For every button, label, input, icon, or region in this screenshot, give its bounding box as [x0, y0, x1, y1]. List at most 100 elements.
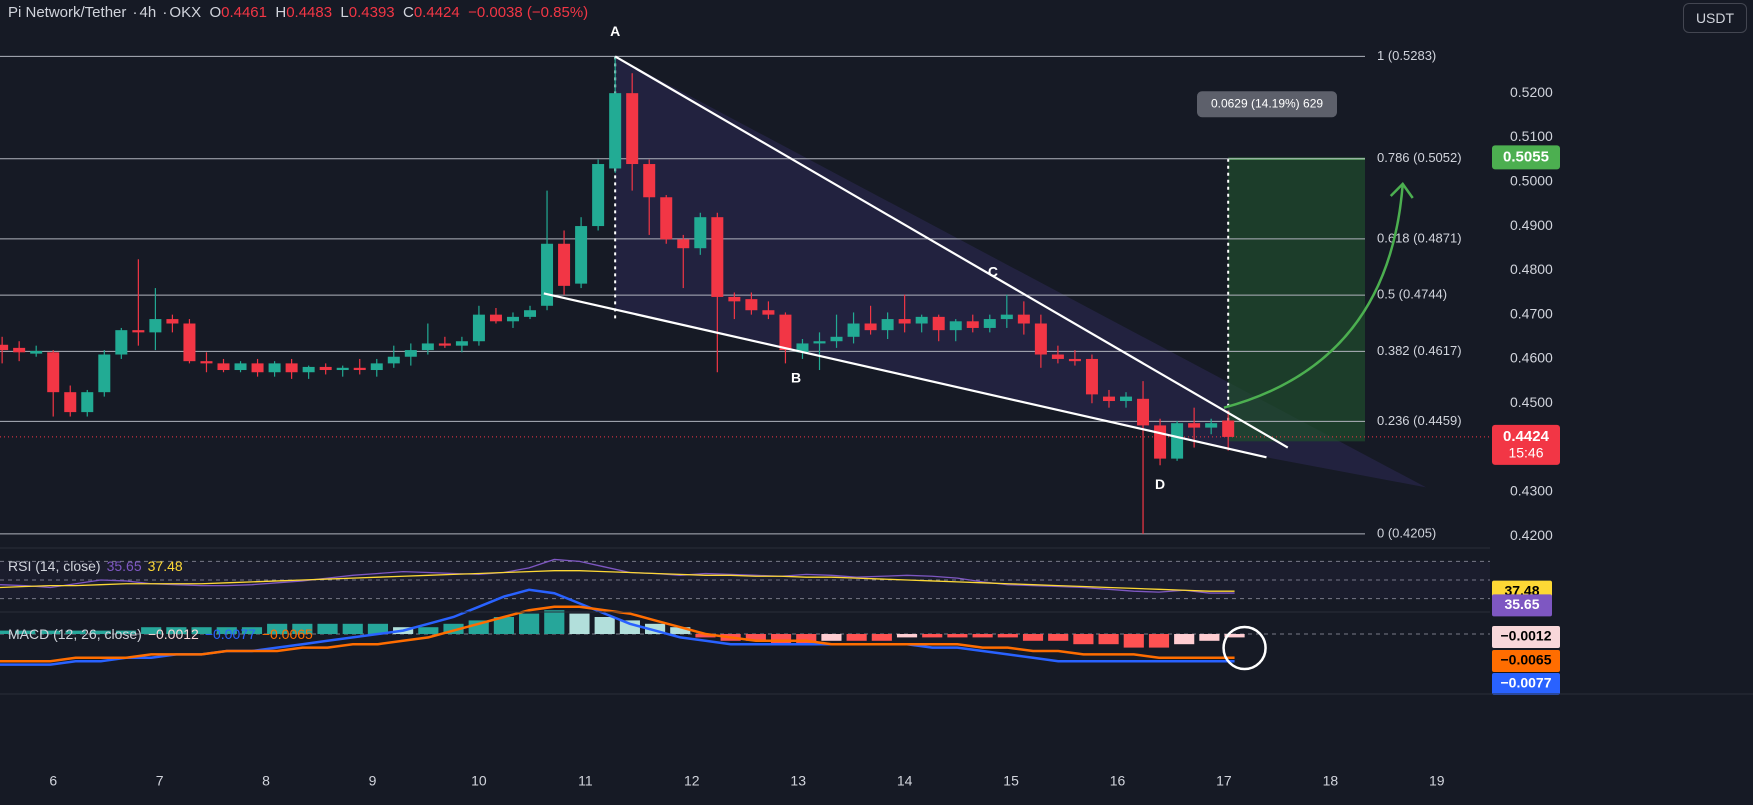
exchange: OKX [169, 4, 202, 21]
fib-label: 0.236 (0.4459) [1377, 413, 1462, 428]
candle-body [966, 321, 979, 328]
macd-histogram-bar [1073, 634, 1094, 645]
macd-histogram-bar [191, 627, 212, 634]
symbol-name[interactable]: Pi Network/Tether [8, 4, 127, 21]
x-tick-label: 6 [49, 773, 57, 789]
price-axis-label [1492, 145, 1560, 170]
candle-body [472, 314, 485, 342]
candle-body [166, 319, 179, 324]
macd-histogram-bar [292, 623, 313, 634]
x-tick-label: 14 [897, 773, 913, 789]
high-label: H [275, 4, 287, 21]
highlight-circle [1222, 625, 1267, 671]
candle-body [268, 363, 281, 373]
macd-line-value: −0.0077 [204, 626, 256, 642]
candle-body [1085, 358, 1098, 395]
candle-body [1205, 423, 1218, 428]
macd-label: MACD (12, 26, close) [8, 626, 142, 642]
close-label: C [403, 4, 414, 21]
macd-signal-value: −0.0065 [261, 626, 313, 642]
macd-histogram-bar [216, 627, 237, 634]
candle-body [81, 392, 94, 413]
rsi-legend[interactable]: RSI (14, close) 35.65 37.48 [8, 558, 189, 574]
candle-body [132, 330, 145, 333]
change-value: −0.0038 (−0.85%) [468, 4, 589, 21]
fib-label: 0.786 (0.5052) [1377, 150, 1462, 165]
macd-histogram-bar [821, 634, 842, 641]
candle-body [847, 323, 860, 337]
macd-histogram-bar [519, 613, 540, 634]
candle-body [745, 299, 758, 311]
x-tick-label: 18 [1323, 773, 1339, 789]
candle-body [983, 319, 996, 328]
rsi-axis-label [1492, 594, 1552, 617]
candle-body [234, 363, 247, 371]
macd-histogram-bar [1048, 634, 1069, 641]
macd-axis-label [1492, 650, 1560, 672]
macd-histogram-bar [241, 627, 263, 634]
rsi-ma-line [0, 570, 1235, 592]
fib-label: 1 (0.5283) [1377, 48, 1436, 63]
macd-histogram-bar [166, 627, 187, 634]
candle-body [1137, 398, 1150, 426]
macd-histogram-bar [997, 634, 1018, 638]
macd-histogram-bar [141, 627, 162, 634]
x-tick-label: 10 [471, 773, 487, 789]
candle-body [1222, 420, 1235, 437]
macd-histogram-bar [846, 634, 867, 641]
candle-body [575, 226, 588, 284]
candle-body [949, 321, 962, 331]
macd-histogram-bar [544, 610, 565, 634]
candle-body [932, 316, 945, 331]
currency-button[interactable]: USDT [1683, 3, 1747, 33]
macd-histogram-bar [90, 630, 111, 634]
candle-body [1171, 423, 1184, 459]
candle-body [115, 330, 128, 355]
macd-histogram-bar [1224, 634, 1245, 638]
rsi-line [0, 558, 1235, 594]
price-axis-label-text: 0.4424 [1503, 428, 1550, 445]
rsi-ma-value: 37.48 [147, 558, 183, 574]
macd-histogram-bar [645, 623, 666, 634]
candle-body [1154, 425, 1167, 459]
fib-label: 0.618 (0.4871) [1377, 230, 1462, 245]
macd-histogram-bar [0, 630, 11, 634]
candle-body [1034, 323, 1047, 355]
candle-body [762, 310, 775, 315]
target-arrow [1223, 183, 1404, 409]
candle-body [915, 316, 928, 324]
macd-axis-label [1492, 626, 1560, 648]
y-tick-label: 0.5000 [1510, 172, 1553, 188]
macd-histogram-bar [569, 613, 590, 634]
close-value: 0.4424 [413, 4, 460, 21]
target-box [1228, 158, 1365, 442]
candle-body [47, 352, 60, 393]
candle-body [370, 363, 383, 371]
macd-histogram-bar [1199, 634, 1220, 641]
candle-body [183, 323, 196, 362]
y-tick-label: 0.4600 [1510, 350, 1553, 366]
pattern-point-label: C [988, 263, 998, 279]
macd-legend[interactable]: MACD (12, 26, close) −0.0012 −0.0077 −0.006… [8, 626, 319, 642]
macd-histogram-bar [1098, 634, 1119, 645]
candle-body [711, 217, 724, 297]
candle-body [694, 217, 707, 249]
macd-hist-value: −0.0012 [147, 626, 199, 642]
symbol-header: Pi Network/Tether · 4h · OKX O0.4461 H0.44… [8, 4, 589, 21]
measure-tooltip [1197, 91, 1337, 118]
rsi-label: RSI (14, close) [8, 558, 101, 574]
candle-body [524, 310, 537, 317]
y-tick-label: 0.4500 [1510, 394, 1553, 410]
macd-histogram-bar [443, 623, 464, 634]
macd-histogram-bar [796, 634, 817, 645]
macd-histogram-bar [770, 634, 792, 645]
candle-body [353, 367, 366, 371]
macd-histogram-bar [594, 617, 615, 634]
candle-body [1051, 354, 1064, 359]
macd-axis-label-text: −0.0077 [1501, 675, 1552, 691]
target-arrow-head [1389, 182, 1414, 199]
x-tick-label: 15 [1003, 773, 1019, 789]
candle-body [1102, 396, 1115, 402]
rsi-band [0, 561, 1490, 599]
